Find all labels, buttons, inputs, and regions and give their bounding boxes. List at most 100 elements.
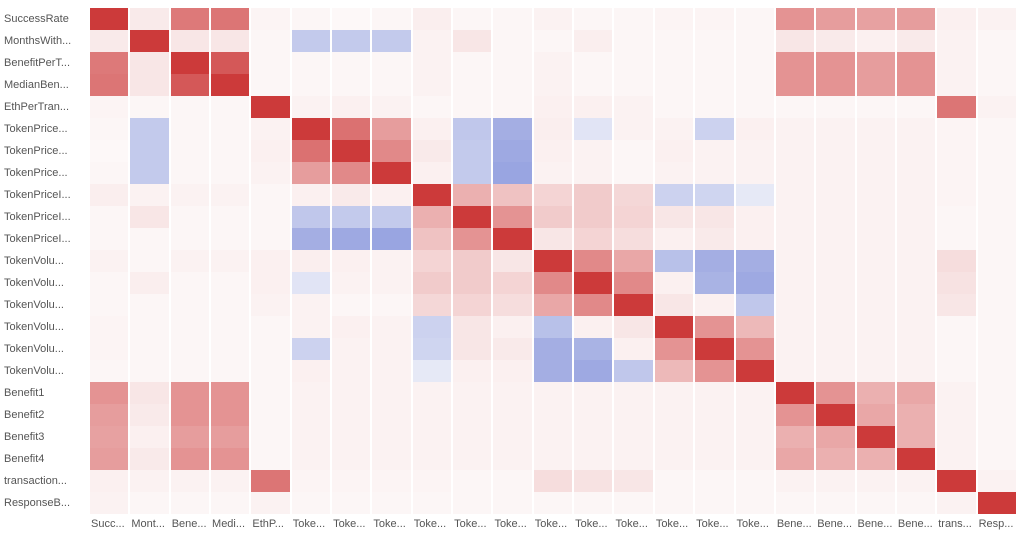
heatmap-cell <box>937 8 975 30</box>
heatmap-cell <box>816 96 854 118</box>
heatmap-cell <box>211 426 249 448</box>
heatmap-cell <box>937 96 975 118</box>
heatmap-cell <box>695 470 733 492</box>
heatmap-cell <box>816 118 854 140</box>
heatmap-cell <box>695 294 733 316</box>
heatmap-cell <box>453 470 491 492</box>
heatmap-cell <box>816 272 854 294</box>
heatmap-cell <box>897 404 935 426</box>
heatmap-cell <box>736 96 774 118</box>
heatmap-cell <box>90 228 128 250</box>
heatmap-row: TokenVolu... <box>0 360 1016 382</box>
heatmap-cell <box>614 294 652 316</box>
heatmap-cell <box>937 140 975 162</box>
heatmap-cell <box>332 426 370 448</box>
heatmap-cell <box>493 30 531 52</box>
heatmap-cell <box>897 338 935 360</box>
row-label: SuccessRate <box>0 13 90 25</box>
heatmap-cell <box>171 316 209 338</box>
heatmap-cell <box>292 492 330 514</box>
heatmap-cell <box>372 140 410 162</box>
heatmap-cell <box>493 492 531 514</box>
heatmap-cell <box>574 426 612 448</box>
heatmap-cell <box>171 470 209 492</box>
heatmap-cell <box>897 162 935 184</box>
heatmap-cell <box>978 140 1016 162</box>
row-cells <box>90 448 1016 470</box>
heatmap-cell <box>776 250 814 272</box>
heatmap-cell <box>897 206 935 228</box>
heatmap-cell <box>372 338 410 360</box>
heatmap-cell <box>372 118 410 140</box>
heatmap-cell <box>897 382 935 404</box>
heatmap-cell <box>614 470 652 492</box>
row-cells <box>90 426 1016 448</box>
heatmap-row: transaction... <box>0 470 1016 492</box>
heatmap-cell <box>695 448 733 470</box>
heatmap-cell <box>776 8 814 30</box>
heatmap-cell <box>534 96 572 118</box>
heatmap-cell <box>695 426 733 448</box>
heatmap-cell <box>897 294 935 316</box>
heatmap-cell <box>534 162 572 184</box>
heatmap-cell <box>413 250 451 272</box>
heatmap-cell <box>776 30 814 52</box>
heatmap-cell <box>937 404 975 426</box>
heatmap-cell <box>574 228 612 250</box>
heatmap-cell <box>736 272 774 294</box>
heatmap-cell <box>655 206 693 228</box>
heatmap-cell <box>453 492 491 514</box>
heatmap-cell <box>937 470 975 492</box>
heatmap-row: ResponseB... <box>0 492 1016 514</box>
row-cells <box>90 294 1016 316</box>
heatmap-cell <box>614 382 652 404</box>
heatmap-cell <box>332 382 370 404</box>
heatmap-cell <box>736 470 774 492</box>
heatmap-cell <box>857 294 895 316</box>
heatmap-cell <box>292 426 330 448</box>
heatmap-cell <box>292 96 330 118</box>
heatmap-cell <box>816 426 854 448</box>
heatmap-cell <box>171 338 209 360</box>
heatmap-cell <box>251 74 289 96</box>
heatmap-cell <box>736 74 774 96</box>
heatmap-cell <box>90 74 128 96</box>
heatmap-cell <box>413 470 451 492</box>
heatmap-cell <box>937 272 975 294</box>
row-cells <box>90 118 1016 140</box>
heatmap-cell <box>493 228 531 250</box>
heatmap-cell <box>614 118 652 140</box>
heatmap-cell <box>171 30 209 52</box>
heatmap-cell <box>776 52 814 74</box>
heatmap-cell <box>614 228 652 250</box>
row-label: TokenVolu... <box>0 299 90 311</box>
heatmap-cell <box>978 492 1016 514</box>
col-label: Toke... <box>332 518 370 530</box>
heatmap-cell <box>816 52 854 74</box>
heatmap-cell <box>292 8 330 30</box>
heatmap-cell <box>857 118 895 140</box>
row-cells <box>90 74 1016 96</box>
row-label: EthPerTran... <box>0 101 90 113</box>
heatmap-cell <box>978 294 1016 316</box>
heatmap-cell <box>251 338 289 360</box>
heatmap-cell <box>493 470 531 492</box>
heatmap-cell <box>816 162 854 184</box>
heatmap-cell <box>292 316 330 338</box>
heatmap-cell <box>776 228 814 250</box>
heatmap-cell <box>978 272 1016 294</box>
heatmap-cell <box>857 250 895 272</box>
heatmap-cell <box>736 228 774 250</box>
heatmap-cell <box>897 250 935 272</box>
heatmap-cell <box>453 272 491 294</box>
heatmap-cell <box>736 338 774 360</box>
row-label: TokenVolu... <box>0 343 90 355</box>
col-label: Toke... <box>614 518 652 530</box>
heatmap-row: Benefit1 <box>0 382 1016 404</box>
row-label: TokenVolu... <box>0 255 90 267</box>
heatmap-cell <box>413 162 451 184</box>
heatmap-cell <box>493 382 531 404</box>
heatmap-cell <box>776 360 814 382</box>
heatmap-cell <box>453 52 491 74</box>
row-cells <box>90 250 1016 272</box>
